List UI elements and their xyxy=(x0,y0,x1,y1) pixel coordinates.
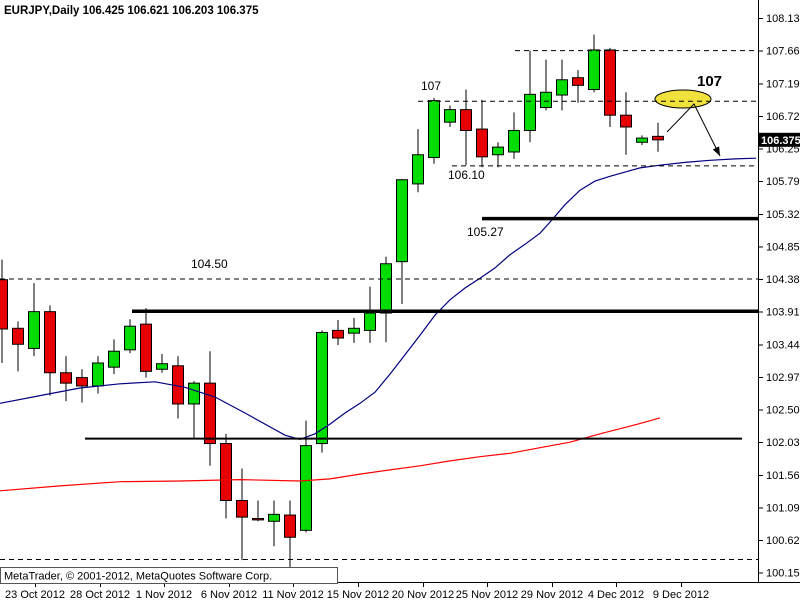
current-price-tag: 106.375 xyxy=(758,132,800,147)
level-label-text: 105.27 xyxy=(467,225,504,239)
arrow-line[interactable] xyxy=(666,103,721,157)
candle-body-bull xyxy=(444,109,456,123)
candle-body-bear xyxy=(332,329,344,339)
date-axis-label: 9 Dec 2012 xyxy=(653,589,709,600)
candle-body-bear xyxy=(284,514,296,538)
candle-body-bull xyxy=(396,179,408,263)
date-axis-label: 6 Nov 2012 xyxy=(201,589,257,600)
date-axis-label: 28 Oct 2012 xyxy=(70,589,130,600)
price-axis-label: 107.190 xyxy=(766,78,800,90)
resistance-107-label: 107 xyxy=(697,73,722,90)
price-axis-label: 100.150 xyxy=(766,568,800,580)
down-arrow-annotation[interactable] xyxy=(666,103,721,157)
date-axis-label: 11 Nov 2012 xyxy=(262,589,324,600)
candle-body-bear xyxy=(236,499,248,518)
axis-labels: 108.130107.660107.190106.720106.250105.7… xyxy=(5,13,800,600)
candle-body-bull xyxy=(92,362,104,387)
date-axis-label: 20 Nov 2012 xyxy=(392,589,454,600)
candle-body-bull xyxy=(492,146,504,156)
candle-body-bull xyxy=(156,363,168,370)
candle-body-bear xyxy=(460,109,472,131)
price-axis-label: 108.130 xyxy=(766,13,800,25)
price-axis-label: 101.560 xyxy=(766,470,800,482)
level-label-text: 106.10 xyxy=(448,168,485,182)
candle-body-bear xyxy=(652,135,664,141)
price-axis-label: 101.090 xyxy=(766,502,800,514)
price-axis-label: 107.660 xyxy=(766,46,800,58)
candle-body-bull xyxy=(316,331,328,445)
candle-body-bull xyxy=(588,49,600,91)
candlestick-series xyxy=(0,34,664,581)
ma-red-line xyxy=(0,417,661,492)
price-axis-label: 104.850 xyxy=(766,241,800,253)
candle-body-bull xyxy=(108,350,120,368)
candle-body-bear xyxy=(44,311,56,374)
candle-body-bull xyxy=(428,100,440,159)
copyright-box: MetaTrader, © 2001-2012, MetaQuotes Soft… xyxy=(0,567,338,584)
date-axis-label: 1 Nov 2012 xyxy=(136,589,192,600)
candle-body-bull xyxy=(268,513,280,522)
current-price-tag-text: 106.375 xyxy=(761,135,800,147)
candle-body-bear xyxy=(60,372,72,384)
candle-body-bear xyxy=(76,377,88,387)
candle-body-bear xyxy=(12,327,24,345)
candle-body-bull xyxy=(300,445,312,531)
candle-body-bear xyxy=(572,77,584,86)
highlight-ellipse-object[interactable] xyxy=(654,89,712,109)
candle-body-bull xyxy=(348,327,360,334)
level-label-text: 107 xyxy=(421,79,441,93)
candle-body-bear xyxy=(252,518,264,521)
candle-body-bull xyxy=(540,91,552,109)
level-labels: 107 106.10 105.27 104.50 107 xyxy=(191,73,722,271)
price-axis-label: 102.030 xyxy=(766,437,800,449)
chart-title: EURJPY,Daily 106.425 106.621 106.203 106… xyxy=(4,5,259,17)
candle-body-bull xyxy=(412,154,424,185)
price-axis-label: 105.790 xyxy=(766,176,800,188)
date-axis-label: 15 Nov 2012 xyxy=(327,589,389,600)
candle-body-bull xyxy=(364,312,376,331)
candle-body-bear xyxy=(476,128,488,158)
price-axis-label: 103.440 xyxy=(766,339,800,351)
candle-body-bear xyxy=(604,49,616,116)
date-axis-label: 29 Nov 2012 xyxy=(521,589,583,600)
candle-body-bear xyxy=(220,443,232,501)
price-axis-label: 106.720 xyxy=(766,111,800,123)
date-axis-label: 23 Oct 2012 xyxy=(5,589,65,600)
candle-body-bull xyxy=(508,129,520,153)
candle-body-bull xyxy=(28,311,40,349)
highlight-ellipse[interactable] xyxy=(654,89,712,109)
price-axis-label: 103.910 xyxy=(766,307,800,319)
copyright-text: MetaTrader, © 2001-2012, MetaQuotes Soft… xyxy=(4,571,272,583)
price-axis-label: 102.500 xyxy=(766,405,800,417)
price-axis-label: 105.320 xyxy=(766,209,800,221)
moving-average-lines xyxy=(0,157,757,492)
price-axis-label: 104.380 xyxy=(766,274,800,286)
candle-body-bull xyxy=(124,325,136,351)
candle-body-bear xyxy=(204,382,216,445)
arrow-head xyxy=(712,146,720,156)
price-axis-label: 102.970 xyxy=(766,372,800,384)
candle-body-bull xyxy=(556,79,568,96)
support-resistance-levels[interactable] xyxy=(0,50,758,560)
current-price-tag-box xyxy=(758,132,800,147)
candle-body-bear xyxy=(620,114,632,128)
candle-body-bull xyxy=(636,137,648,143)
candle-body-bear xyxy=(0,279,8,330)
candle-body-bear xyxy=(140,323,152,372)
date-axis-label: 25 Nov 2012 xyxy=(456,589,518,600)
date-axis-label: 4 Dec 2012 xyxy=(588,589,644,600)
ma-blue-line xyxy=(0,157,757,441)
candle-body-bull xyxy=(380,263,392,314)
level-label-text: 104.50 xyxy=(191,257,228,271)
candle-body-bull xyxy=(188,382,200,405)
copyright-box-border xyxy=(0,567,338,584)
price-axis-label: 100.620 xyxy=(766,535,800,547)
candle-body-bull xyxy=(524,93,536,131)
